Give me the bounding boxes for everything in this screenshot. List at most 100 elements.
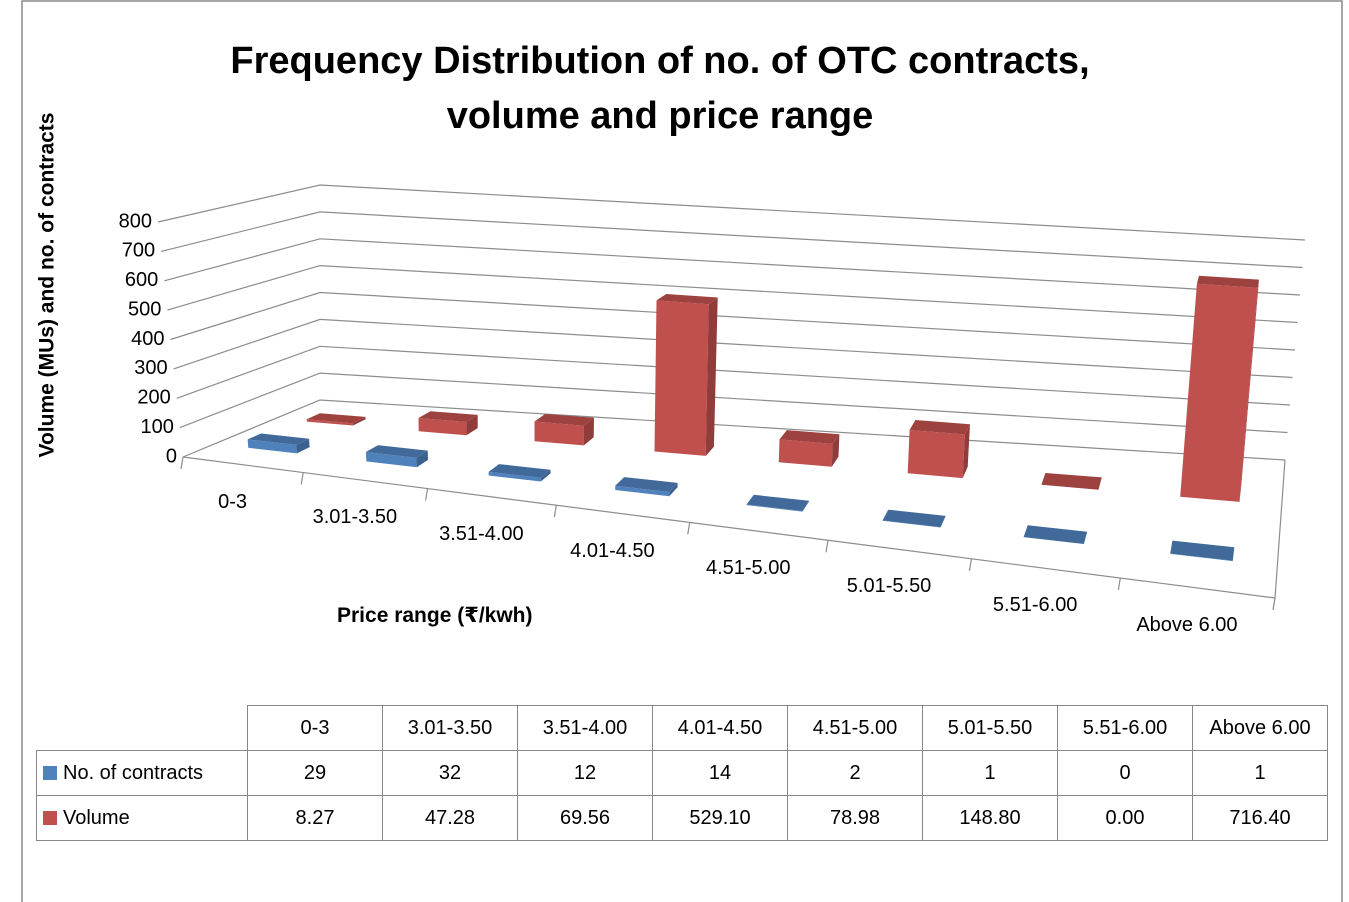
bar-side [940, 515, 946, 528]
bar [746, 494, 810, 512]
bar [488, 464, 551, 482]
bar-front [778, 439, 833, 467]
bar [1023, 525, 1088, 544]
table-category: 5.01-5.50 [922, 705, 1058, 751]
y-axis-title: Volume (MUs) and no. of contracts [36, 113, 59, 458]
x-tick-label: 5.01-5.50 [846, 575, 932, 598]
bar-top [247, 433, 310, 445]
bar-front [365, 452, 417, 468]
bar-top [418, 411, 478, 422]
bar-top [365, 445, 428, 458]
bar-front [1180, 283, 1258, 502]
grid-line [157, 184, 1306, 241]
bar-top [1041, 473, 1102, 490]
y-tick-label: 700 [122, 240, 155, 262]
y-tick-label: 400 [131, 328, 164, 350]
bar-top [1023, 525, 1088, 544]
y-tick-label: 600 [125, 269, 158, 291]
bar-side [583, 417, 594, 446]
chart-title: Frequency Distribution of no. of OTC con… [230, 40, 1090, 137]
grid-line [164, 238, 1301, 296]
table-value: 32 [382, 750, 518, 796]
x-tick [424, 488, 429, 501]
x-tick-label: 3.01-3.50 [312, 506, 398, 529]
table-category: 0-3 [247, 705, 383, 751]
legend-entry: Volume [36, 795, 248, 841]
table-corner [36, 705, 248, 751]
x-tick [180, 456, 184, 470]
x-tick [1117, 577, 1121, 591]
y-tick-label: 800 [119, 210, 152, 232]
table-value: 0 [1057, 750, 1193, 796]
y-tick-label: 0 [166, 445, 177, 467]
grid-line [170, 291, 1296, 351]
bar [1041, 473, 1102, 490]
x-tick [553, 505, 557, 518]
table-value: 1 [1192, 750, 1328, 796]
grid-line [160, 211, 1303, 269]
bar [907, 420, 970, 479]
bar-top [909, 420, 970, 435]
bar [247, 433, 310, 454]
x-tick [300, 472, 304, 485]
bar-top [1196, 275, 1259, 288]
bar [306, 413, 366, 426]
x-tick-label: 3.51-4.00 [439, 522, 524, 545]
bar-top [1170, 540, 1235, 561]
bar [1170, 540, 1235, 562]
bar-side [831, 434, 840, 467]
x-tick [968, 558, 973, 571]
chart-border [21, 0, 1343, 902]
legend-entry: No. of contracts [36, 750, 248, 796]
data-table: 0-3 3.01-3.50 3.51-4.00 4.01-4.50 4.51-5.00 5… [36, 705, 1328, 841]
y-tick-label: 300 [134, 357, 167, 379]
grid: 0 100 200 300 400 500 600 700 800 [119, 184, 1306, 611]
table-value: 14 [652, 750, 788, 796]
bar [882, 509, 946, 528]
table-value: 2 [787, 750, 923, 796]
table-category: Above 6.00 [1192, 705, 1328, 751]
bar-front [1170, 553, 1233, 562]
bar [615, 477, 678, 497]
table-value: 47.28 [382, 795, 518, 841]
table-value: 716.40 [1192, 795, 1328, 841]
bar-side [352, 416, 366, 426]
y-tick-label: 500 [128, 298, 161, 320]
table-value: 8.27 [247, 795, 383, 841]
legend-label: No. of contracts [63, 761, 204, 784]
bar [1180, 275, 1259, 502]
table-row: Volume 8.27 47.28 69.56 529.10 78.98 148.80 0.0… [36, 795, 1328, 841]
bar-side [466, 414, 478, 436]
bar-top [615, 477, 678, 492]
table-header: 0-3 3.01-3.50 3.51-4.00 4.01-4.50 4.51-5.00 5… [36, 705, 1328, 751]
table-category: 3.51-4.00 [517, 705, 653, 751]
table-category: 3.01-3.50 [382, 705, 518, 751]
table-value: 148.80 [922, 795, 1058, 841]
table-category: 4.51-5.00 [787, 705, 923, 751]
x-tick [687, 522, 691, 535]
x-tick-label: 0-3 [218, 490, 248, 513]
grid-line [173, 318, 1293, 379]
bar-front [746, 504, 803, 512]
grid-line [182, 399, 1286, 461]
table-value: 29 [247, 750, 383, 796]
bar [418, 411, 478, 436]
grid-line [167, 264, 1298, 324]
bar-side [1239, 279, 1259, 502]
legend-key [43, 765, 57, 780]
table-row: No. of contracts 29 32 12 14 2 1 0 1 [36, 750, 1328, 796]
bar-front [615, 485, 670, 497]
bar-top [534, 414, 594, 426]
bar-side [705, 297, 718, 456]
table-value: 529.10 [652, 795, 788, 841]
bar-front [488, 471, 541, 482]
x-tick [1272, 597, 1276, 611]
x-tick-label: 4.51-5.00 [705, 557, 791, 580]
bar-top [779, 430, 840, 444]
bar [654, 294, 718, 456]
bar [534, 414, 594, 446]
table-category: 5.51-6.00 [1057, 705, 1193, 751]
bar-front [654, 300, 709, 456]
legend-key [43, 810, 57, 825]
